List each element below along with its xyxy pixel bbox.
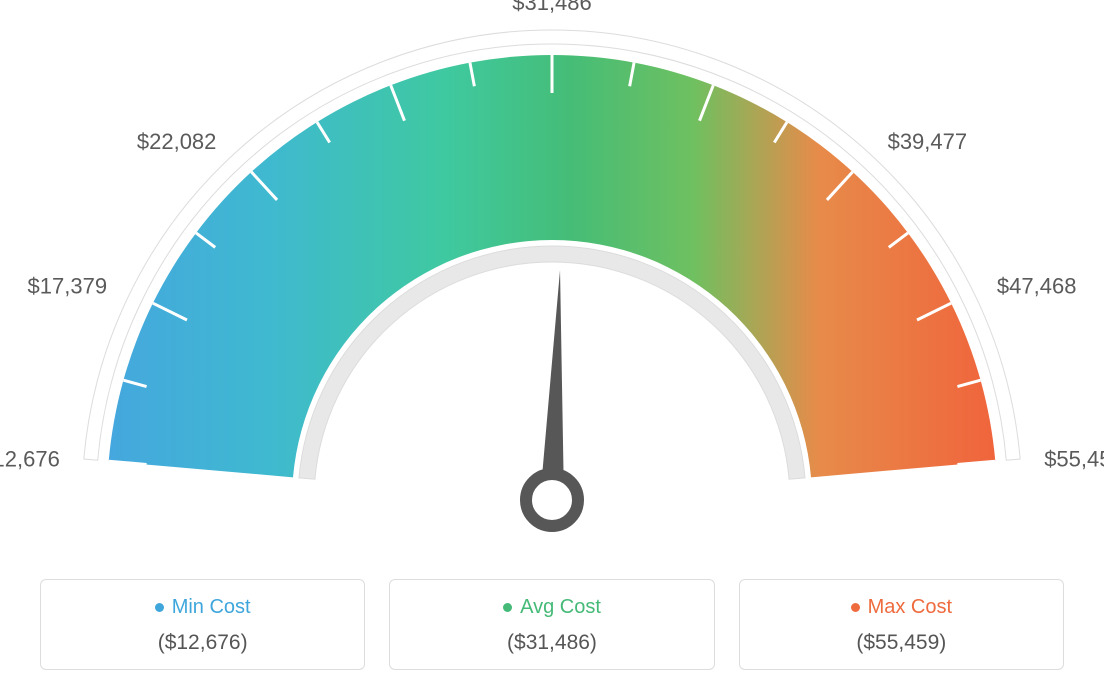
legend-card-avg: Avg Cost ($31,486) — [389, 579, 714, 670]
scale-label: $17,379 — [28, 273, 108, 298]
scale-label: $47,468 — [997, 273, 1077, 298]
scale-label: $12,676 — [0, 447, 60, 472]
legend-title-max: Max Cost — [851, 596, 952, 619]
legend-label-max: Max Cost — [868, 596, 952, 619]
gauge-chart: $12,676 $17,379 $22,082 $31,486 $39,477 $47,4… — [0, 0, 1104, 560]
legend-card-max: Max Cost ($55,459) — [739, 579, 1064, 670]
legend-value-min: ($12,676) — [51, 631, 354, 655]
legend-dot-max — [851, 603, 860, 612]
legend-value-avg: ($31,486) — [400, 631, 703, 655]
scale-label: $55,459 — [1044, 447, 1104, 472]
scale-label: $31,486 — [512, 0, 592, 15]
gauge-svg: $12,676 $17,379 $22,082 $31,486 $39,477 $47,4… — [0, 0, 1104, 560]
legend-title-avg: Avg Cost — [503, 596, 601, 619]
legend-label-min: Min Cost — [172, 596, 251, 619]
scale-label: $39,477 — [888, 129, 968, 154]
legend-card-min: Min Cost ($12,676) — [40, 579, 365, 670]
legend-row: Min Cost ($12,676) Avg Cost ($31,486) Ma… — [40, 579, 1064, 670]
legend-title-min: Min Cost — [155, 596, 251, 619]
legend-label-avg: Avg Cost — [520, 596, 601, 619]
cost-gauge-container: $12,676 $17,379 $22,082 $31,486 $39,477 $47,4… — [0, 0, 1104, 690]
legend-value-max: ($55,459) — [750, 631, 1053, 655]
scale-label: $22,082 — [137, 129, 217, 154]
legend-dot-avg — [503, 603, 512, 612]
legend-dot-min — [155, 603, 164, 612]
